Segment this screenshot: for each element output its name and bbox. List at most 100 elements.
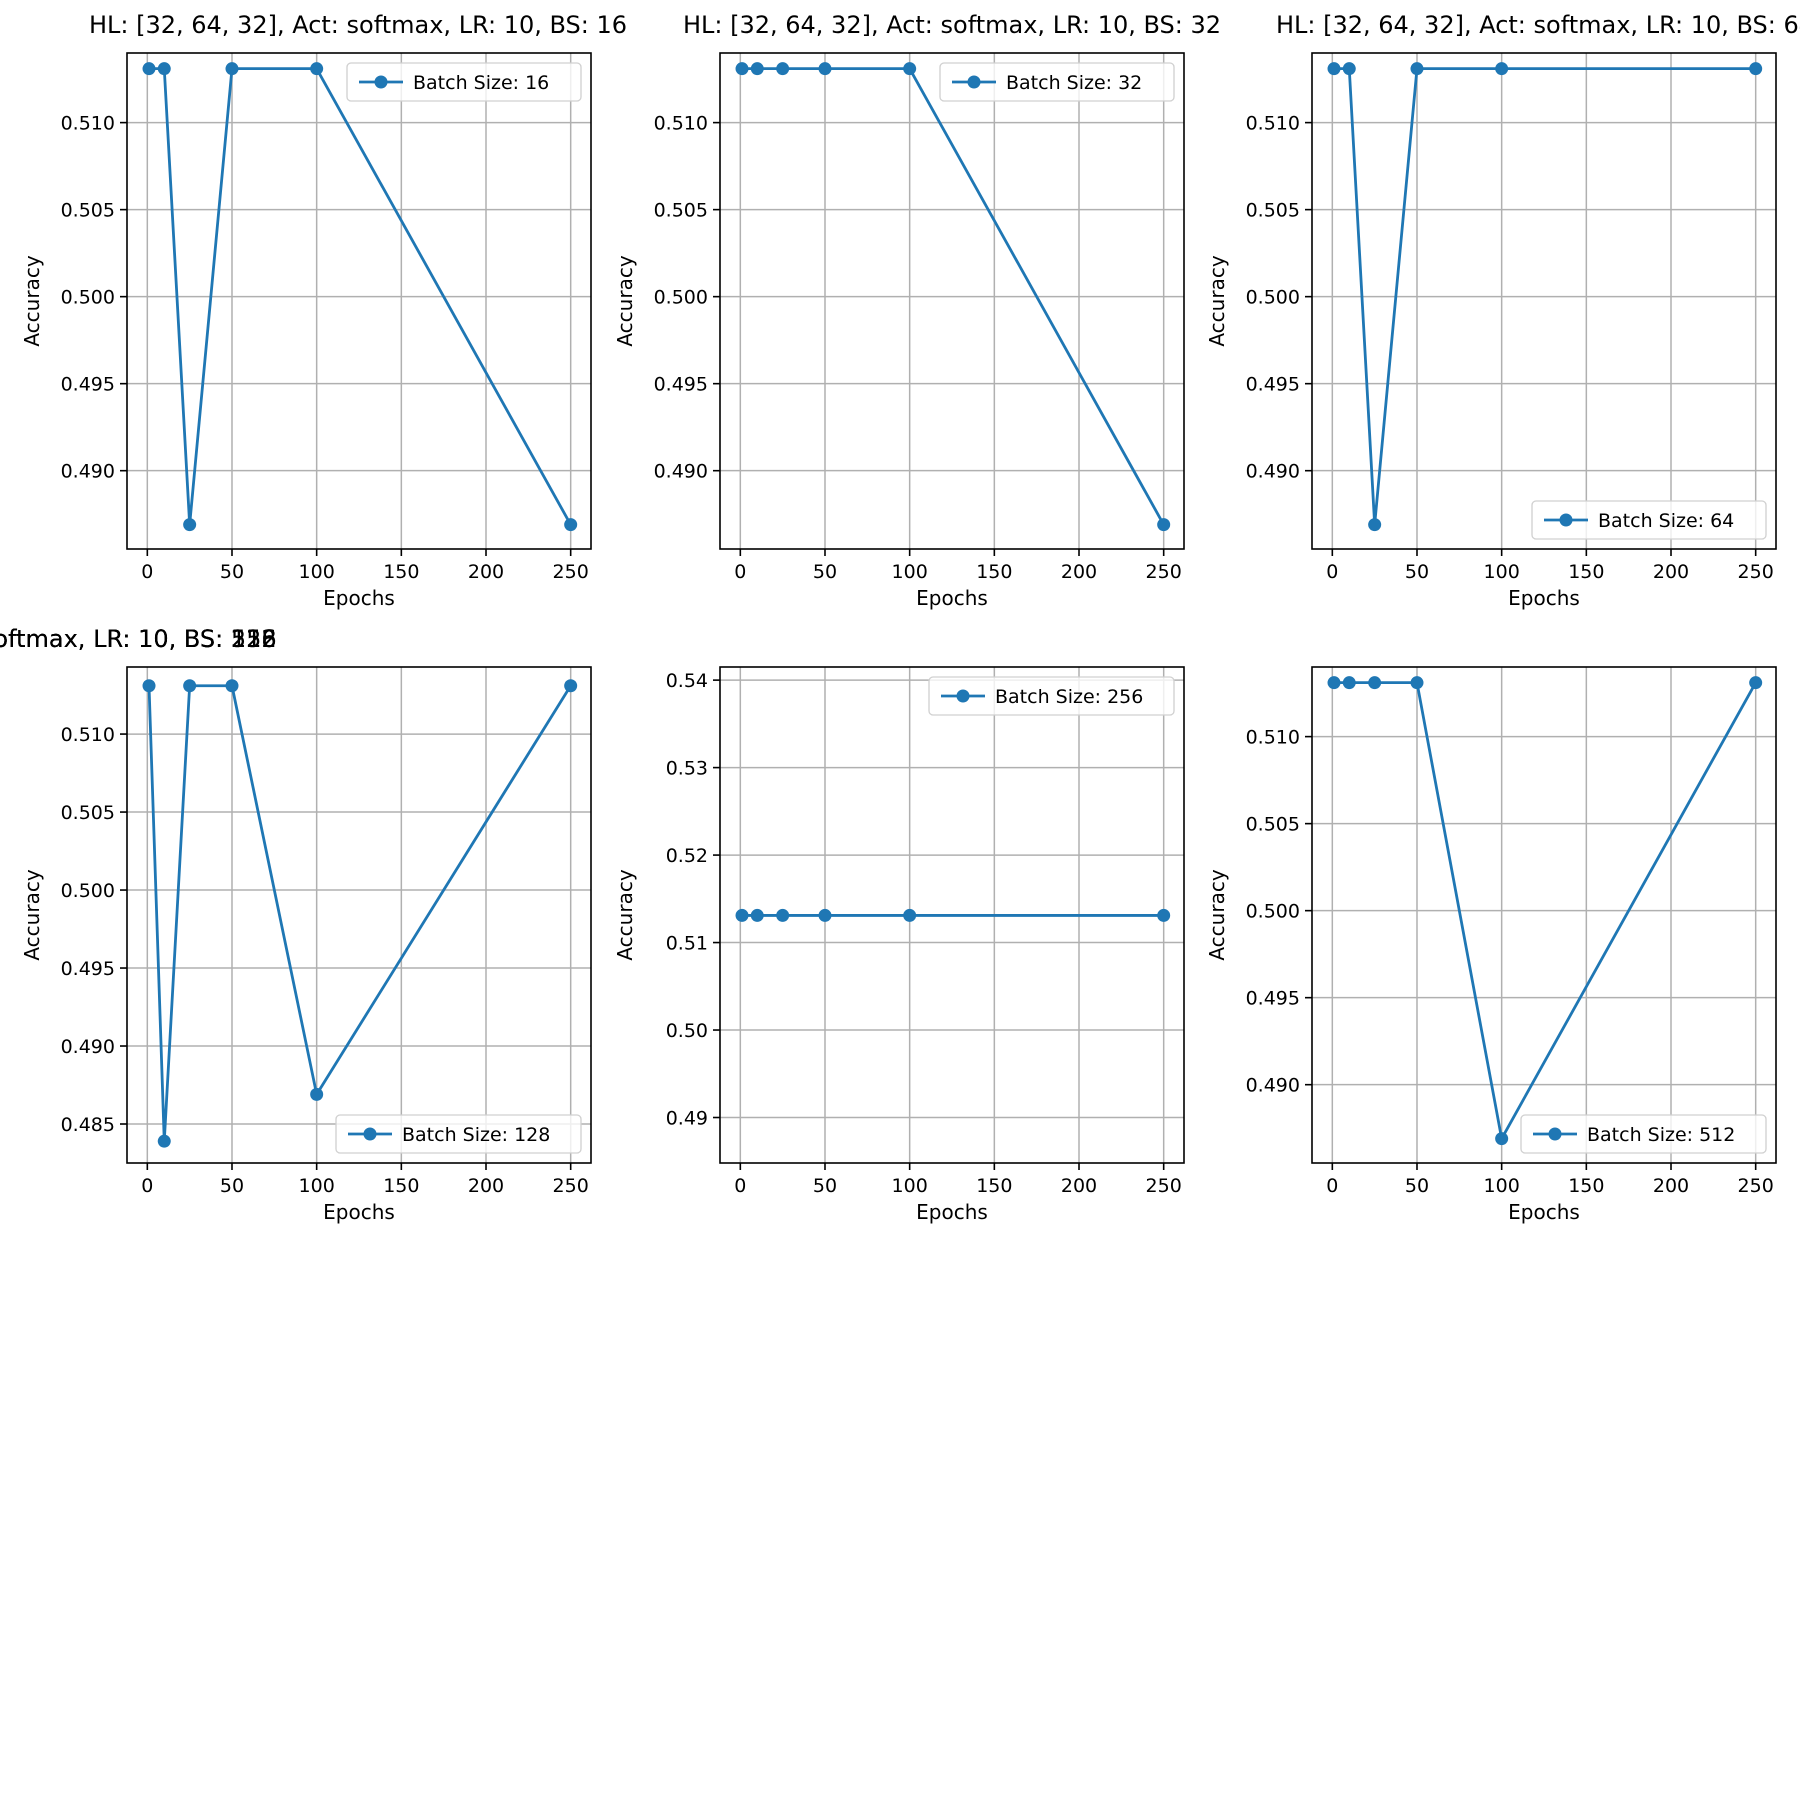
data-point xyxy=(1327,676,1341,690)
data-point xyxy=(225,679,239,693)
data-point xyxy=(183,518,197,532)
subplot-6: 0 50 100 150 200 2500.4900.4950.5000.5050.510… xyxy=(0,625,1777,1224)
y-tick-label: 0.495 xyxy=(61,374,115,396)
data-point xyxy=(310,1087,324,1101)
legend-box xyxy=(346,62,582,102)
y-tick-label: 0.505 xyxy=(654,200,708,222)
x-axis-label: Epochs xyxy=(1508,586,1580,610)
x-tick-label: 200 xyxy=(468,561,504,583)
y-tick-label: 0.490 xyxy=(61,1036,115,1058)
data-point xyxy=(310,62,324,76)
x-tick-label: 200 xyxy=(468,1175,504,1197)
data-point xyxy=(903,62,917,76)
data-point xyxy=(735,908,749,922)
subplot-1: 0 50 100 150 200 250 0.490 0.495 0.500 0.505 0.510… xyxy=(20,11,627,610)
legend-label: Batch Size: 512 xyxy=(1587,1124,1735,1146)
data-point xyxy=(750,62,764,76)
data-point xyxy=(1749,62,1763,76)
chart-title: HL: [32, 64, 32], Act: softmax, LR: 10, … xyxy=(1276,11,1800,39)
x-tick-label: 200 xyxy=(1653,561,1689,583)
legend-box xyxy=(939,62,1175,102)
y-tick-label: 0.490 xyxy=(1246,461,1300,483)
x-tick-label: 0 xyxy=(141,561,153,583)
legend: Batch Size: 32 xyxy=(939,62,1175,102)
x-tick-label: 50 xyxy=(220,1175,244,1197)
legend-label: Batch Size: 32 xyxy=(1006,72,1142,94)
subplot-3: 0 50 100 150 200 250 0.490 0.495 0.500 0.505 0.510… xyxy=(1205,11,1800,610)
chart-title: HL: [32, 64, 32], Act: softmax, LR: 10, … xyxy=(0,625,277,653)
legend: Batch Size: 64 xyxy=(1531,500,1767,540)
x-tick-label: 100 xyxy=(892,1175,928,1197)
legend-marker xyxy=(1548,1127,1562,1141)
data-point xyxy=(1495,62,1509,76)
y-tick-label: 0.500 xyxy=(1246,901,1300,923)
legend-marker xyxy=(363,1127,377,1141)
legend-marker xyxy=(967,75,981,89)
plot-frame xyxy=(719,666,1185,1164)
subplot-2: 0 50 100 150 200 250 0.490 0.495 0.500 0.505 0.510… xyxy=(613,11,1221,610)
y-tick-label: 0.510 xyxy=(1246,113,1300,135)
data-point xyxy=(776,62,790,76)
y-tick-label: 0.490 xyxy=(654,461,708,483)
x-tick-label: 0 xyxy=(141,1175,153,1197)
x-tick-label: 250 xyxy=(553,561,589,583)
data-point xyxy=(1327,62,1341,76)
data-point xyxy=(735,62,749,76)
x-tick-label: 250 xyxy=(553,1175,589,1197)
data-point xyxy=(1495,1132,1509,1146)
chart-title: HL: [32, 64, 32], Act: softmax, LR: 10, … xyxy=(0,625,277,653)
data-point xyxy=(142,679,156,693)
data-point xyxy=(157,62,171,76)
x-tick-label: 150 xyxy=(383,1175,419,1197)
y-tick-label: 0.500 xyxy=(61,287,115,309)
x-tick-label: 50 xyxy=(220,561,244,583)
x-tick-label: 150 xyxy=(1568,1175,1604,1197)
x-tick-label: 100 xyxy=(1484,561,1520,583)
x-tick-label: 100 xyxy=(299,1175,335,1197)
legend-label: Batch Size: 64 xyxy=(1598,510,1734,532)
y-tick-label: 0.51 xyxy=(666,933,708,955)
x-tick-label: 0 xyxy=(734,561,746,583)
chart-title: HL: [32, 64, 32], Act: softmax, LR: 10, … xyxy=(0,625,277,653)
x-tick-label: 200 xyxy=(1061,561,1097,583)
plot-frame xyxy=(1311,52,1777,550)
y-tick-label: 0.505 xyxy=(61,200,115,222)
plot-frame xyxy=(719,52,1185,550)
legend: Batch Size: 256 xyxy=(928,676,1175,716)
x-tick-label: 150 xyxy=(383,561,419,583)
y-tick-label: 0.490 xyxy=(61,461,115,483)
y-tick-label: 0.49 xyxy=(666,1108,708,1130)
legend: Batch Size: 512 xyxy=(1520,1114,1767,1154)
y-tick-label: 0.500 xyxy=(1246,287,1300,309)
data-point xyxy=(903,908,917,922)
legend: Batch Size: 128 xyxy=(335,1114,582,1154)
data-point xyxy=(818,908,832,922)
legend-label: Batch Size: 16 xyxy=(413,72,549,94)
y-axis-label: Accuracy xyxy=(20,869,44,960)
legend-box xyxy=(928,676,1175,716)
legend: Batch Size: 16 xyxy=(346,62,582,102)
y-axis-label: Accuracy xyxy=(613,869,637,960)
x-tick-label: 250 xyxy=(1146,561,1182,583)
y-tick-label: 0.510 xyxy=(654,113,708,135)
x-tick-label: 200 xyxy=(1653,1175,1689,1197)
x-tick-label: 100 xyxy=(892,561,928,583)
data-point xyxy=(183,679,197,693)
legend-box xyxy=(1531,500,1767,540)
x-tick-label: 50 xyxy=(813,561,837,583)
y-tick-label: 0.500 xyxy=(61,880,115,902)
x-axis-label: Epochs xyxy=(323,1200,395,1224)
y-tick-label: 0.505 xyxy=(1246,200,1300,222)
data-point xyxy=(225,62,239,76)
legend-box xyxy=(335,1114,582,1154)
x-axis-label: Epochs xyxy=(916,1200,988,1224)
y-tick-label: 0.505 xyxy=(61,802,115,824)
x-tick-label: 50 xyxy=(1405,1175,1429,1197)
x-axis-label: Epochs xyxy=(1508,1200,1580,1224)
data-point xyxy=(818,62,832,76)
x-tick-label: 0 xyxy=(1326,1175,1338,1197)
data-point xyxy=(1157,908,1171,922)
x-tick-label: 250 xyxy=(1738,1175,1774,1197)
y-tick-label: 0.505 xyxy=(1246,814,1300,836)
